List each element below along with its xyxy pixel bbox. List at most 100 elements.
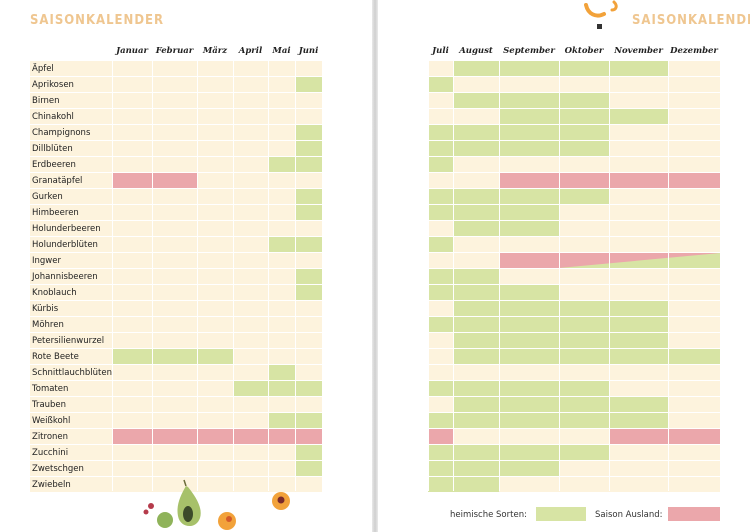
produce-label: Aprikosen	[32, 80, 74, 90]
month-header-dezember: Dezember	[670, 46, 718, 56]
month-header-september: September	[503, 46, 555, 56]
heimisch-cell	[295, 189, 322, 204]
column-divider	[559, 61, 560, 491]
produce-label: Knoblauch	[32, 288, 77, 298]
heimisch-cell	[499, 333, 559, 348]
column-divider	[499, 61, 500, 491]
row-stripe	[30, 109, 322, 124]
heimisch-cell	[453, 349, 499, 364]
produce-label: Champignons	[32, 128, 91, 138]
heimisch-cell	[295, 445, 322, 460]
pear-illustration	[177, 479, 201, 527]
produce-label: Birnen	[32, 96, 60, 106]
produce-label: Granatäpfel	[32, 176, 83, 186]
row-stripe	[30, 77, 322, 92]
heimisch-cell	[499, 461, 559, 476]
heimisch-cell	[428, 269, 453, 284]
produce-label: Kürbis	[32, 304, 59, 314]
heimisch-cell	[152, 349, 197, 364]
month-header-januar: Januar	[116, 46, 148, 56]
heimisch-cell	[609, 61, 668, 76]
heimisch-cell	[499, 397, 559, 412]
row-stripe	[30, 461, 322, 476]
heimisch-cell	[295, 285, 322, 300]
heimisch-cell	[499, 125, 559, 140]
right-page: SAISONKALENDER Juli August September Oktobe…	[378, 0, 750, 532]
heimisch-cell	[609, 349, 668, 364]
produce-label: Ingwer	[32, 256, 61, 266]
heimisch-cell	[609, 301, 668, 316]
produce-label: Himbeeren	[32, 208, 79, 218]
row-stripe	[30, 397, 322, 412]
ausland-cell	[268, 429, 295, 444]
page-title-left: SAISONKALENDER	[30, 13, 165, 28]
produce-label: Zitronen	[32, 432, 69, 442]
month-header-april: April	[238, 46, 263, 56]
produce-label: Schnittlauchblüten	[32, 368, 112, 378]
row-stripe	[428, 157, 720, 172]
legend-swatch-heimisch	[536, 507, 586, 521]
row-stripe	[30, 301, 322, 316]
heimisch-cell	[268, 157, 295, 172]
heimisch-cell	[499, 141, 559, 156]
heimisch-cell	[453, 285, 499, 300]
heimisch-cell	[453, 445, 499, 460]
heimisch-cell	[559, 61, 609, 76]
heimisch-cell	[453, 301, 499, 316]
ausland-cell	[559, 173, 609, 188]
month-header-oktober: Oktober	[564, 46, 604, 56]
produce-label: Rote Beete	[32, 352, 79, 362]
row-stripe	[30, 285, 322, 300]
row-stripe	[30, 125, 322, 140]
column-divider	[609, 61, 610, 491]
row-stripe	[30, 157, 322, 172]
heimisch-cell	[428, 461, 453, 476]
heimisch-cell	[499, 381, 559, 396]
produce-label: Petersilienwurzel	[32, 336, 105, 346]
heimisch-cell	[428, 445, 453, 460]
heimisch-cell	[295, 141, 322, 156]
heimisch-cell	[268, 237, 295, 252]
legend-label-heimisch: heimische Sorten:	[450, 510, 527, 520]
ausland-cell	[499, 253, 559, 268]
row-stripe	[30, 93, 322, 108]
produce-label: Holunderblüten	[32, 240, 98, 250]
heimisch-cell	[559, 141, 609, 156]
ausland-cell	[499, 173, 559, 188]
heimisch-cell	[559, 109, 609, 124]
heimisch-cell	[609, 413, 668, 428]
heimisch-cell	[499, 93, 559, 108]
heimisch-cell	[499, 221, 559, 236]
heimisch-cell	[295, 237, 322, 252]
heimisch-cell	[428, 317, 453, 332]
heimisch-cell	[499, 413, 559, 428]
heimisch-cell	[453, 381, 499, 396]
produce-label: Trauben	[32, 400, 67, 410]
column-divider	[197, 61, 198, 491]
heimisch-cell	[453, 477, 499, 492]
produce-label: Tomaten	[32, 384, 69, 394]
fig-illustration	[143, 503, 173, 528]
heimisch-cell	[268, 381, 295, 396]
heimisch-cell	[559, 317, 609, 332]
ausland-cell	[112, 429, 152, 444]
month-header-mai: Mai	[272, 46, 291, 56]
row-stripe	[30, 61, 322, 76]
heimisch-cell	[499, 61, 559, 76]
heimisch-cell	[499, 349, 559, 364]
heimisch-cell	[559, 445, 609, 460]
month-header-august: August	[459, 46, 493, 56]
heimisch-cell	[453, 205, 499, 220]
row-stripe	[30, 141, 322, 156]
row-stripe	[428, 237, 720, 252]
ausland-cell	[197, 429, 233, 444]
page-title-right: SAISONKALENDER	[632, 13, 750, 28]
column-divider	[268, 61, 269, 491]
row-stripe	[30, 445, 322, 460]
heimisch-cell	[295, 461, 322, 476]
heimisch-cell	[453, 333, 499, 348]
heimisch-cell	[559, 349, 609, 364]
heimisch-cell	[453, 413, 499, 428]
heimisch-cell	[559, 93, 609, 108]
heimisch-cell	[453, 61, 499, 76]
